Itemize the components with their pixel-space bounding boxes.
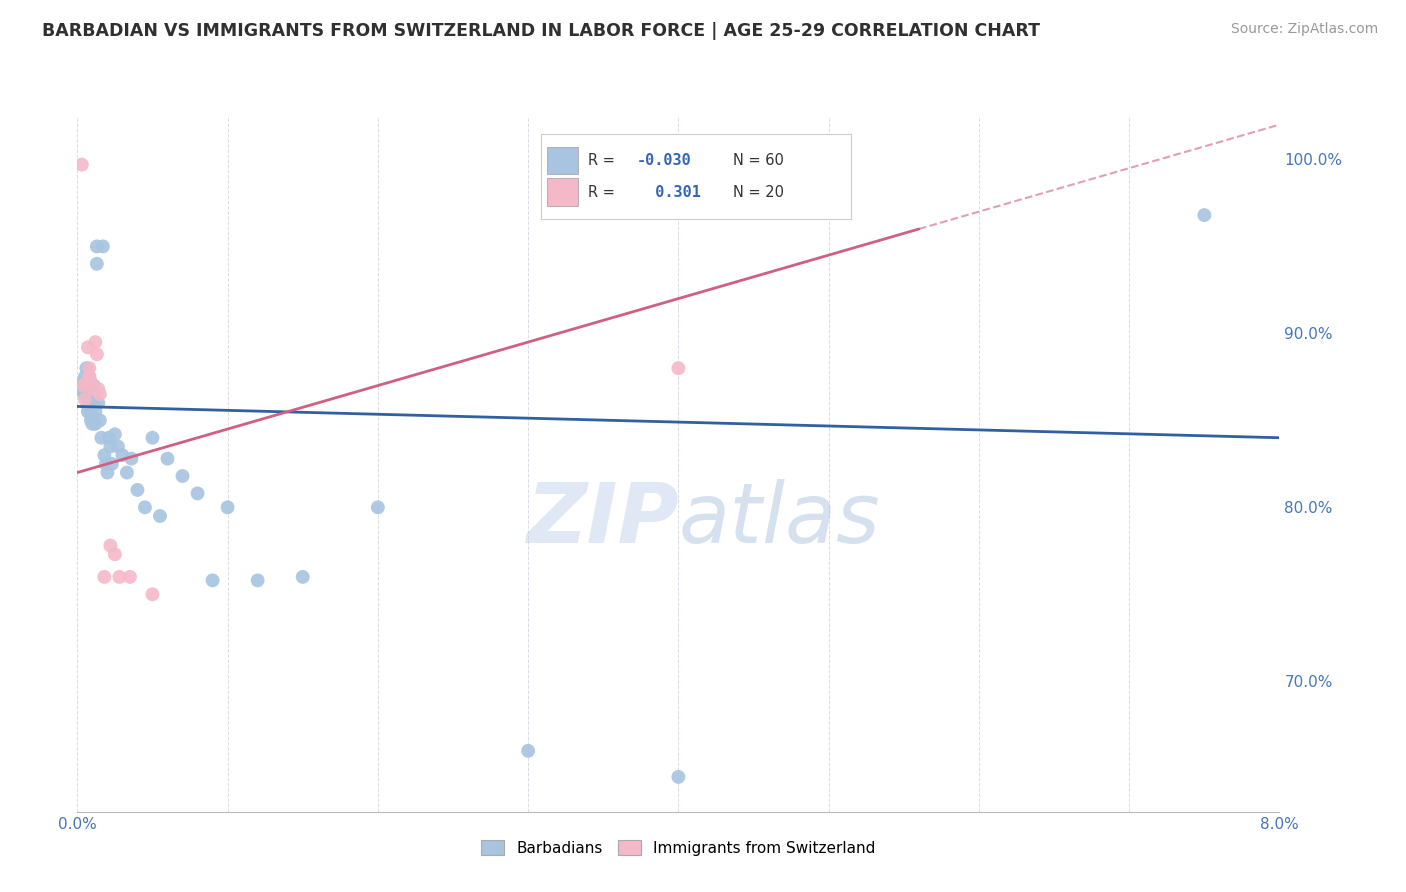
Bar	[547, 146, 578, 174]
Point	[73, 392, 96, 407]
Point	[76, 404, 98, 418]
Point	[72, 378, 94, 392]
Point	[82, 392, 104, 407]
Point	[201, 574, 224, 588]
Text: 0.301: 0.301	[637, 185, 702, 200]
Point	[86, 257, 108, 271]
Point	[79, 369, 101, 384]
Point	[90, 431, 112, 445]
Point	[107, 440, 129, 454]
Point	[76, 400, 98, 414]
Point	[72, 385, 94, 400]
Point	[84, 334, 107, 349]
Point	[217, 500, 239, 515]
Point	[79, 378, 101, 392]
Text: N = 60: N = 60	[733, 153, 785, 168]
Point	[668, 770, 690, 784]
Point	[87, 382, 110, 396]
Point	[80, 400, 103, 414]
Point	[84, 404, 107, 418]
Text: BARBADIAN VS IMMIGRANTS FROM SWITZERLAND IN LABOR FORCE | AGE 25-29 CORRELATION : BARBADIAN VS IMMIGRANTS FROM SWITZERLAND…	[42, 22, 1040, 40]
Point	[246, 574, 269, 588]
Point	[69, 382, 91, 396]
Point	[127, 483, 149, 497]
Point	[134, 500, 156, 515]
Point	[82, 409, 104, 424]
Point	[82, 382, 104, 396]
Point	[89, 387, 111, 401]
Point	[291, 570, 314, 584]
Point	[75, 375, 97, 389]
Point	[76, 392, 98, 407]
Point	[118, 570, 141, 584]
Point	[93, 448, 115, 462]
Point	[89, 413, 111, 427]
Point	[104, 427, 127, 442]
Point	[75, 361, 97, 376]
Text: atlas: atlas	[679, 479, 880, 560]
Point	[115, 466, 138, 480]
Point	[83, 378, 105, 392]
Point	[70, 158, 93, 172]
Point	[79, 369, 101, 384]
Point	[141, 431, 163, 445]
Point	[75, 375, 97, 389]
Text: ZIP: ZIP	[526, 479, 679, 560]
Point	[111, 448, 134, 462]
Point	[100, 539, 122, 553]
Point	[79, 361, 101, 376]
Point	[93, 570, 115, 584]
Point	[75, 382, 97, 396]
Point	[83, 387, 105, 401]
Point	[97, 431, 120, 445]
Point	[80, 375, 103, 389]
Point	[83, 396, 105, 410]
Point	[79, 396, 101, 410]
Point	[80, 413, 103, 427]
Point	[156, 451, 179, 466]
Point	[172, 469, 194, 483]
Point	[86, 347, 108, 361]
Point	[73, 369, 96, 384]
Point	[187, 486, 209, 500]
Point	[517, 744, 540, 758]
Point	[84, 417, 107, 431]
Point	[120, 451, 142, 466]
Point	[100, 440, 122, 454]
Point	[141, 587, 163, 601]
Point	[149, 508, 172, 523]
Point	[94, 457, 117, 471]
Point	[104, 547, 127, 561]
Bar	[547, 178, 578, 206]
Text: R =: R =	[588, 185, 614, 200]
Point	[76, 340, 98, 354]
Text: Source: ZipAtlas.com: Source: ZipAtlas.com	[1230, 22, 1378, 37]
Point	[87, 396, 110, 410]
Point	[668, 361, 690, 376]
Point	[91, 239, 114, 253]
Point	[96, 466, 118, 480]
Point	[1194, 208, 1216, 222]
Point	[82, 417, 104, 431]
Point	[79, 387, 101, 401]
Text: -0.030: -0.030	[637, 153, 692, 168]
Point	[80, 406, 103, 420]
Text: R =: R =	[588, 153, 614, 168]
Point	[73, 387, 96, 401]
Point	[108, 570, 131, 584]
Point	[73, 378, 96, 392]
Point	[367, 500, 389, 515]
Point	[101, 457, 124, 471]
Point	[70, 378, 93, 392]
Text: N = 20: N = 20	[733, 185, 785, 200]
Point	[72, 375, 94, 389]
Legend: Barbadians, Immigrants from Switzerland: Barbadians, Immigrants from Switzerland	[474, 832, 883, 863]
Point	[86, 239, 108, 253]
